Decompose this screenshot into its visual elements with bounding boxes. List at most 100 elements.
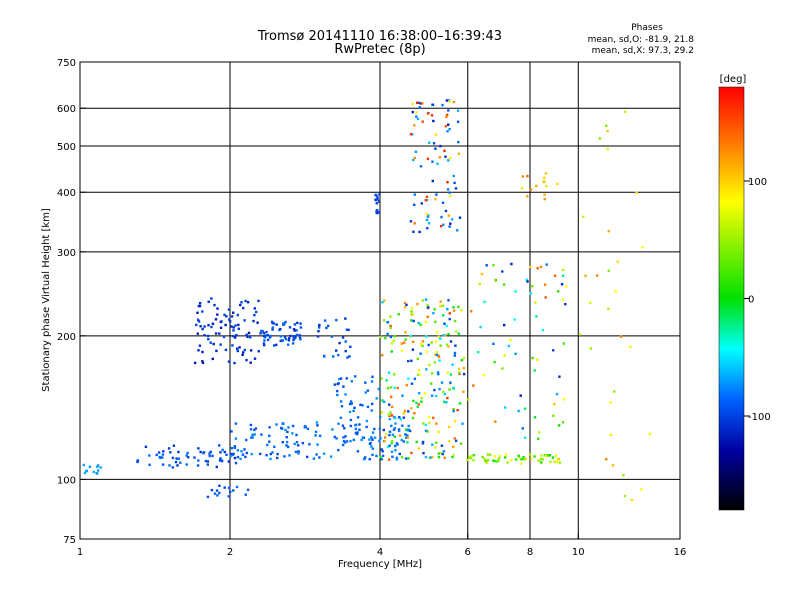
data-point [246,301,250,304]
data-point [510,459,513,462]
data-point [426,430,429,433]
data-point [197,349,200,352]
data-point [582,215,585,218]
data-point [517,455,521,459]
data-point [206,463,209,466]
data-point [283,322,286,325]
data-point [268,426,271,429]
data-point [376,198,379,201]
data-point [240,450,243,453]
data-point [448,225,451,228]
data-point [233,336,237,339]
data-point [543,453,546,457]
data-point [379,437,382,440]
data-point [340,405,344,408]
data-point [271,451,274,454]
data-point [373,436,377,439]
data-point [251,433,254,437]
data-point [514,458,518,461]
data-point [428,141,431,144]
data-point [306,427,309,430]
data-point [225,453,228,456]
data-point [545,184,548,188]
data-point [545,454,548,458]
data-point [390,442,393,445]
data-point [522,456,525,459]
data-point [561,274,565,277]
data-point [403,409,407,413]
data-point [388,417,391,421]
data-point [243,448,246,451]
data-point [266,334,270,337]
data-point [609,433,613,437]
data-point [380,377,383,380]
data-point [434,446,437,449]
data-point [315,453,318,456]
data-point [387,458,391,461]
data-point [445,99,449,102]
data-point [335,349,338,352]
data-point [440,444,444,447]
data-point [388,403,391,406]
data-point [466,458,469,462]
data-point [562,342,565,345]
data-point [427,222,431,225]
data-point [481,455,484,459]
colorbar [718,86,745,511]
data-point [245,438,248,442]
data-point [344,340,347,343]
data-point [424,298,428,301]
data-point [233,446,237,449]
data-point [411,416,415,420]
data-point [257,299,260,303]
data-point [412,158,415,162]
data-point [295,329,298,332]
data-point [493,459,497,463]
y-tick-label: 750 [57,58,76,69]
data-point [264,334,267,337]
data-point [457,367,461,371]
data-point [439,452,443,455]
data-point [406,441,409,444]
data-point [472,384,475,387]
data-point [216,313,219,316]
data-point [431,103,434,106]
data-point [342,385,345,388]
data-point [413,222,416,225]
data-point [589,301,592,305]
data-point [148,463,151,466]
data-point [216,494,219,497]
data-point [428,363,431,367]
data-point [444,209,448,213]
data-point [421,120,424,123]
data-point [232,326,235,329]
data-point [339,416,343,419]
data-point [174,460,178,464]
data-point [288,326,292,329]
data-point [452,386,455,390]
data-point [416,101,419,104]
data-point [287,339,291,342]
data-point [342,436,345,439]
data-point [385,379,388,382]
data-point [531,356,534,360]
data-point [531,285,534,288]
data-point [453,351,457,355]
data-point [378,193,381,196]
data-point [536,358,539,361]
data-point [407,457,410,460]
data-point [541,328,545,332]
data-point [407,359,410,363]
data-point [227,495,230,498]
data-point [551,456,555,459]
data-point [244,299,247,303]
data-point [299,322,302,325]
data-point [417,369,421,372]
colorbar-label: [deg] [720,74,747,85]
data-point [412,319,415,323]
data-point [292,338,295,342]
data-point [428,421,431,424]
data-point [349,400,353,403]
data-point [271,328,274,331]
data-point [257,350,260,353]
